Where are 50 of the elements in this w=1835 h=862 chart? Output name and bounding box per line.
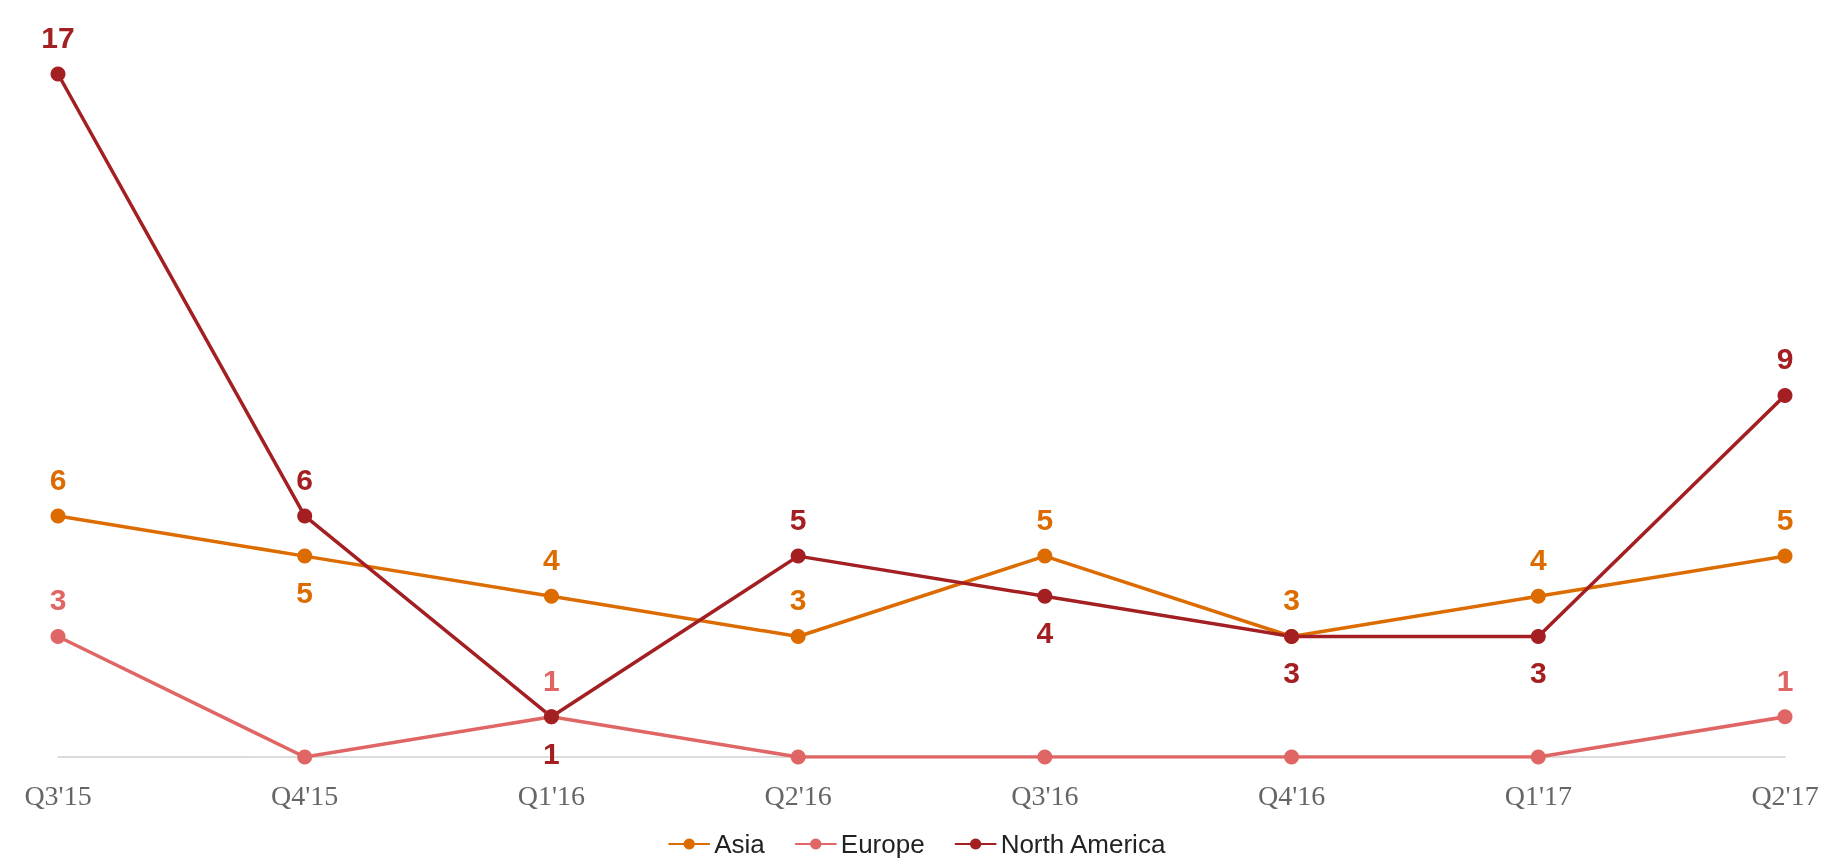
- legend-label: Europe: [840, 829, 925, 859]
- data-label: 5: [296, 576, 314, 610]
- x-tick-label: Q4'16: [1257, 779, 1326, 811]
- point: [1777, 387, 1793, 403]
- data-label: 3: [1283, 656, 1300, 690]
- data-label: 5: [789, 503, 807, 537]
- data-label: 4: [1036, 616, 1054, 650]
- point: [297, 548, 313, 564]
- point: [1777, 709, 1793, 725]
- point: [790, 548, 806, 564]
- point: [1037, 548, 1053, 564]
- point: [1530, 588, 1546, 604]
- point: [297, 508, 313, 524]
- legend-label: North America: [1000, 829, 1166, 859]
- data-label: 4: [543, 543, 561, 577]
- point: [790, 628, 806, 644]
- point: [50, 66, 66, 82]
- point: [297, 749, 313, 765]
- x-tick-label: Q3'16: [1011, 779, 1079, 811]
- data-label: 4: [1529, 543, 1547, 577]
- data-label: 6: [49, 462, 67, 496]
- data-label: 3: [1283, 583, 1300, 617]
- legend-label: Asia: [714, 829, 766, 859]
- point: [1777, 548, 1793, 564]
- x-tick-label: Q3'15: [24, 779, 92, 811]
- data-label: 3: [49, 583, 67, 617]
- x-tick-label: Q1'16: [517, 779, 586, 811]
- point: [1037, 588, 1053, 604]
- data-label: 17: [41, 21, 75, 54]
- point: [1530, 628, 1546, 644]
- data-label: 6: [296, 462, 314, 496]
- point: [543, 588, 559, 604]
- point: [1037, 749, 1053, 765]
- x-tick-label: Q4'15: [271, 779, 339, 811]
- data-label: 5: [1776, 503, 1794, 537]
- x-tick-label: Q2'17: [1751, 779, 1819, 811]
- data-label: 9: [1776, 342, 1794, 376]
- data-label: 1: [543, 663, 560, 697]
- point: [790, 749, 806, 765]
- data-label: 5: [1036, 503, 1054, 537]
- point: [50, 508, 66, 524]
- point: [1530, 749, 1546, 765]
- data-label: 3: [789, 583, 807, 617]
- point: [1284, 749, 1300, 765]
- data-label: 1: [1776, 663, 1794, 697]
- data-label: 1: [543, 736, 560, 770]
- data-label: 3: [1529, 656, 1547, 690]
- x-tick-label: Q1'17: [1504, 779, 1572, 811]
- x-tick-label: Q2'16: [764, 779, 832, 811]
- point: [50, 628, 66, 644]
